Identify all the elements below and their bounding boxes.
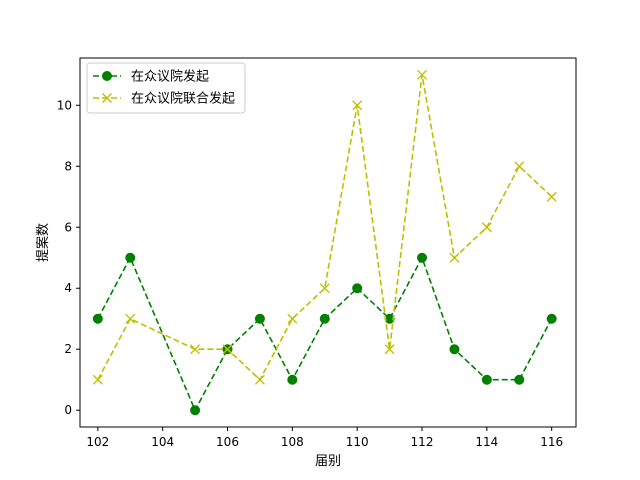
data-point <box>190 344 201 355</box>
data-point <box>190 405 201 416</box>
series-line <box>97 255 553 413</box>
legend-label: 在众议院发起 <box>131 69 209 85</box>
series-layer <box>92 69 557 416</box>
data-point <box>352 100 363 111</box>
plot-area <box>79 57 577 428</box>
data-point <box>514 161 525 172</box>
series-line <box>97 74 553 382</box>
y-tick-label: 6 <box>64 220 72 234</box>
data-point <box>319 313 330 324</box>
x-tick-label: 112 <box>411 435 434 449</box>
data-point <box>481 374 492 385</box>
y-tick-label: 8 <box>64 159 72 173</box>
data-point <box>449 344 460 355</box>
legend-marker <box>102 71 112 81</box>
legend-item: 在众议院发起 <box>93 69 209 85</box>
x-tick-label: 114 <box>475 435 498 449</box>
x-tick-label: 110 <box>346 435 369 449</box>
data-point <box>287 374 298 385</box>
x-tick-label: 108 <box>281 435 304 449</box>
data-point <box>417 69 427 80</box>
data-point <box>125 252 136 263</box>
y-axis-label: 提案数 <box>35 223 51 262</box>
legend-box <box>86 62 246 114</box>
data-point <box>449 252 460 263</box>
x-tick-label: 116 <box>540 435 563 449</box>
data-point <box>287 313 298 324</box>
x-tick-label: 106 <box>216 435 239 449</box>
data-point <box>481 222 492 233</box>
data-point <box>222 344 233 355</box>
y-tick-label: 10 <box>57 98 72 112</box>
data-point <box>92 313 103 324</box>
x-axis-label: 届别 <box>315 454 341 469</box>
data-point <box>546 191 557 202</box>
series-0 <box>92 252 557 416</box>
data-point <box>352 283 363 294</box>
data-point <box>125 313 136 324</box>
data-point <box>254 374 265 385</box>
data-point <box>254 313 265 324</box>
legend-marker <box>102 93 112 103</box>
data-point <box>514 374 525 385</box>
ticks: 102 104 106 108 110 112 114 116 0 2 4 6 8 10 <box>57 98 563 449</box>
y-tick-label: 2 <box>64 342 72 356</box>
data-point <box>546 313 557 324</box>
x-tick-label: 104 <box>151 435 174 449</box>
y-tick-label: 4 <box>64 281 72 295</box>
data-point <box>384 344 395 355</box>
y-tick-label: 0 <box>64 403 72 417</box>
series-1 <box>92 69 557 385</box>
data-point <box>417 252 428 263</box>
legend-item: 在众议院联合发起 <box>93 91 235 107</box>
data-point <box>319 283 330 294</box>
x-tick-label: 102 <box>86 435 109 449</box>
legend-label: 在众议院联合发起 <box>131 91 235 107</box>
data-point <box>92 374 103 385</box>
